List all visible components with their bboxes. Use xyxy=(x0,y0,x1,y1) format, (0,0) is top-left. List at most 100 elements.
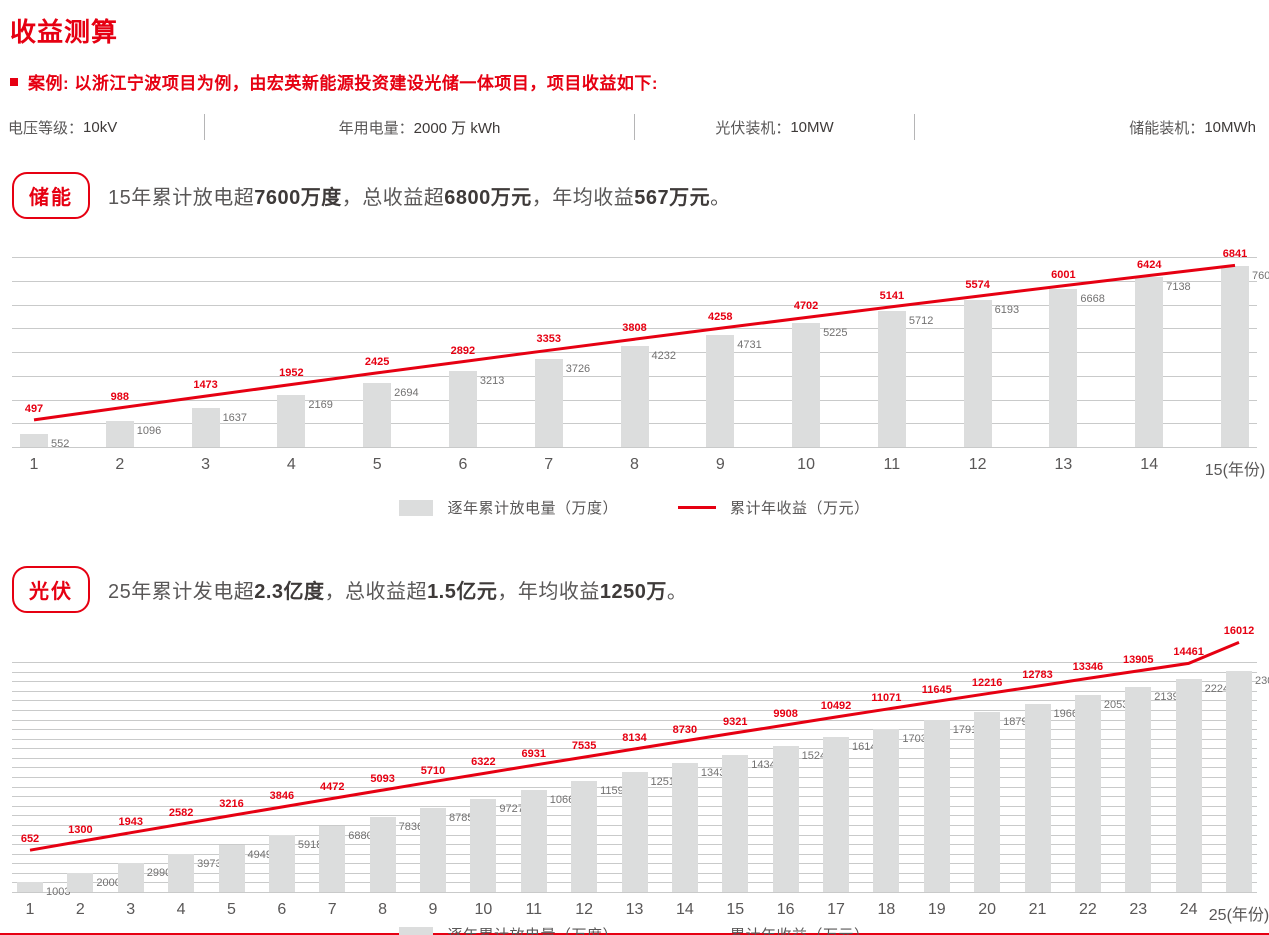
line-value-label: 2425 xyxy=(364,355,390,368)
bar-series-label: 逐年累计放电量（万度） xyxy=(447,500,618,517)
line-series-label: 累计年收益（万元） xyxy=(730,500,870,517)
gridline xyxy=(12,719,1257,721)
x-axis-tick: 17 xyxy=(827,901,845,918)
gridline xyxy=(12,700,1257,702)
line-value-label: 4258 xyxy=(708,311,733,324)
x-axis-tick: 8 xyxy=(378,901,388,918)
bar-year-1 xyxy=(17,882,43,892)
bar-year-6 xyxy=(268,835,295,892)
page-title: 收益测算 xyxy=(10,17,119,47)
pv-headline: 25年累计发电超2.3亿度，总收益超1.5亿元，年均收益1250万。 xyxy=(108,575,687,604)
pv-badge: 光伏 xyxy=(12,566,90,613)
bar-value-label: 3213 xyxy=(479,374,505,387)
headline-number: 7600万度 xyxy=(254,187,342,209)
line-value-label: 8134 xyxy=(622,731,647,744)
line-value-label: 5141 xyxy=(879,289,905,302)
x-axis-tick: 22 xyxy=(1078,901,1097,918)
x-axis-tick: 12 xyxy=(968,456,987,473)
bar-year-14 xyxy=(1135,277,1164,447)
bar-value-label: 6193 xyxy=(994,303,1020,316)
bar-value-label: 7138 xyxy=(1166,281,1191,294)
line-value-label: 7535 xyxy=(571,740,597,753)
bar-year-4 xyxy=(277,395,306,447)
x-axis-tick: 9 xyxy=(428,901,438,918)
info-value: 10MWh xyxy=(1204,118,1256,136)
bar-value-label: 2169 xyxy=(308,399,333,412)
bar-year-7 xyxy=(319,826,346,892)
case-row: 案例: 以浙江宁波项目为例，由宏英新能源投资建设光储一体项目，项目收益如下: xyxy=(10,69,1269,94)
headline-text: 。 xyxy=(710,187,731,209)
x-axis-tick: 4 xyxy=(176,901,186,918)
headline-text: 。 xyxy=(666,581,688,603)
line-value-label: 497 xyxy=(24,402,44,415)
bar-value-label: 3726 xyxy=(565,362,591,375)
bar-year-16 xyxy=(772,745,799,892)
x-axis-tick: 8 xyxy=(630,456,639,473)
line-value-label: 3846 xyxy=(269,789,295,802)
headline-text: ，年均收益 xyxy=(531,187,635,209)
x-axis-tick: 10 xyxy=(797,456,815,473)
gridline xyxy=(12,662,1257,663)
line-value-label: 8730 xyxy=(672,723,698,736)
x-axis-tick: 3 xyxy=(126,901,136,918)
gridline xyxy=(12,447,1257,448)
x-axis-tick: 1 xyxy=(29,456,39,473)
bar-value-label: 6668 xyxy=(1080,292,1105,305)
line-value-label: 4472 xyxy=(320,781,345,794)
line-value-label: 5093 xyxy=(370,773,395,786)
bar-value-label: 1637 xyxy=(222,412,248,425)
bar-value-label: 7601 xyxy=(1252,270,1269,283)
line-value-label: 2582 xyxy=(168,807,194,820)
line-value-label: 12783 xyxy=(1022,669,1053,682)
info-voltage-level: 电压等级： 10kV xyxy=(0,117,204,138)
headline-number: 6800万元 xyxy=(444,187,532,209)
line-value-label: 3808 xyxy=(622,322,647,335)
headline-text: 15年累计放电超 xyxy=(108,187,255,209)
headline-number: 567万元 xyxy=(634,187,711,209)
line-value-label: 2892 xyxy=(450,344,476,357)
bar-value-label: 5712 xyxy=(908,315,934,328)
bar-series-label: 逐年累计放电量（万度） xyxy=(447,924,618,935)
x-axis-tick: 13 xyxy=(1054,456,1073,473)
line-value-label: 6931 xyxy=(521,748,546,761)
bar-year-8 xyxy=(620,346,649,447)
x-axis-tick: 15 xyxy=(726,901,745,918)
line-value-label: 1943 xyxy=(118,815,143,828)
storage-section-header: 储能 15年累计放电超7600万度，总收益超6800万元，年均收益567万元。 xyxy=(12,172,1269,219)
bar-year-13 xyxy=(621,772,648,892)
bar-series-swatch-icon xyxy=(399,926,434,935)
line-value-label: 3353 xyxy=(536,333,561,346)
storage-chart: 552 1096 1637 2169 2694 3213 3726 4232 4731 5225 5… xyxy=(12,233,1269,479)
line-value-label: 6322 xyxy=(471,756,496,769)
storage-badge: 储能 xyxy=(12,172,90,219)
x-axis-tick: 21 xyxy=(1028,901,1047,918)
gridline xyxy=(12,690,1257,692)
bar-year-9 xyxy=(420,807,446,892)
line-value-label: 12216 xyxy=(971,676,1003,689)
x-axis-tick: 9 xyxy=(715,456,725,473)
gridline xyxy=(12,681,1257,683)
bar-value-label: 1096 xyxy=(136,424,162,437)
x-axis-tick: 1 xyxy=(25,901,35,918)
vertical-divider xyxy=(204,114,205,140)
x-axis-tick: 2 xyxy=(75,901,85,918)
info-label: 储能装机： xyxy=(1129,119,1205,137)
bar-year-13 xyxy=(1049,288,1078,447)
line-value-label: 6841 xyxy=(1222,248,1248,261)
headline-number: 1250万 xyxy=(599,581,667,603)
x-axis-tick: 13 xyxy=(625,901,644,918)
headline-text: ，总收益超 xyxy=(324,581,428,603)
x-axis-tick: 14 xyxy=(1140,456,1159,473)
bar-year-11 xyxy=(520,789,547,892)
x-axis-tick: 19 xyxy=(927,901,946,918)
bar-year-9 xyxy=(706,334,735,447)
bar-year-3 xyxy=(117,863,144,892)
bar-year-15 xyxy=(1221,266,1249,447)
vertical-divider xyxy=(634,114,635,140)
bar-year-23 xyxy=(1125,686,1152,892)
bar-year-22 xyxy=(1074,695,1101,892)
bullet-square-icon xyxy=(10,77,18,86)
line-value-label: 11071 xyxy=(871,692,902,705)
x-axis-tick: 6 xyxy=(277,901,287,918)
